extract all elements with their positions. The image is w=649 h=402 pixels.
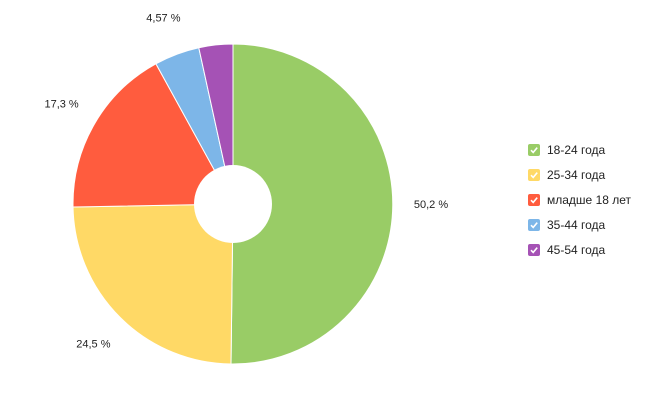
slice-data-label: 17,3 % (44, 99, 78, 111)
chart-legend: 18-24 года 25-34 года младше 18 лет 35-4… (528, 137, 631, 262)
legend-label: 35-44 года (547, 217, 606, 232)
legend-checkbox-icon[interactable] (528, 168, 540, 181)
legend-checkbox-icon[interactable] (528, 218, 540, 231)
slice-data-label: 50,2 % (414, 199, 448, 211)
legend-checkbox-icon[interactable] (528, 243, 540, 256)
legend-checkbox-icon[interactable] (528, 193, 540, 206)
legend-label: 18-24 года (547, 142, 606, 157)
legend-item-35-44[interactable]: 35-44 года (528, 212, 631, 237)
pie-slice[interactable] (72, 203, 234, 365)
legend-checkbox-icon[interactable] (528, 143, 540, 156)
slice-data-label: 24,5 % (76, 338, 110, 350)
slice-data-label: 4,57 % (146, 13, 180, 25)
legend-label: 25-34 года (547, 167, 606, 182)
pie-slice[interactable] (72, 63, 234, 208)
legend-item-25-34[interactable]: 25-34 года (528, 162, 631, 187)
legend-item-under-18[interactable]: младше 18 лет (528, 187, 631, 212)
pie-slice[interactable] (230, 43, 394, 365)
legend-item-18-24[interactable]: 18-24 года (528, 137, 631, 162)
legend-item-45-54[interactable]: 45-54 года (528, 237, 631, 262)
legend-label: 45-54 года (547, 242, 606, 257)
legend-label: младше 18 лет (547, 192, 632, 207)
donut-hole (194, 165, 272, 243)
pie-slice[interactable] (198, 43, 234, 205)
